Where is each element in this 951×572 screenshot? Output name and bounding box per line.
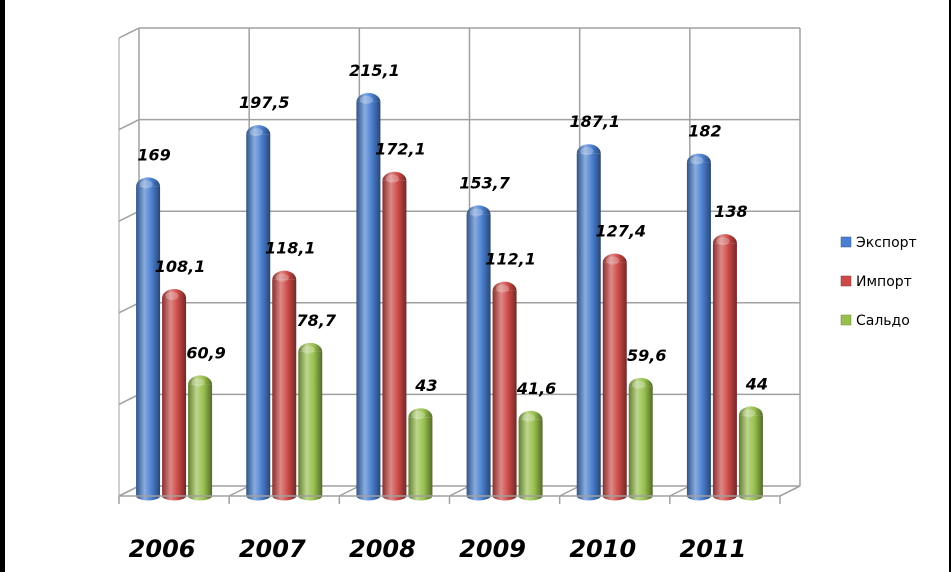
legend-label: Импорт xyxy=(856,274,912,290)
legend-item: Импорт xyxy=(840,274,912,290)
bar-2008-series-3 xyxy=(408,408,433,501)
chart-bars xyxy=(136,92,763,501)
data-label: 197,5 xyxy=(239,93,290,112)
gridline-side xyxy=(118,302,140,314)
data-label: 59,6 xyxy=(627,346,666,365)
gridline-floor xyxy=(779,485,801,497)
data-label: 215,1 xyxy=(349,61,400,80)
bar-chart: 169 108,1 60,9 197,5 118,1 78,7 215,1 172,1 43 15… xyxy=(118,27,917,563)
legend-label: Сальдо xyxy=(856,313,910,329)
gridline-side xyxy=(118,393,140,406)
bar-2010-series-1 xyxy=(576,144,601,501)
data-label: 187,1 xyxy=(569,112,620,131)
gridline-side xyxy=(118,27,140,39)
gridline-floor xyxy=(449,485,470,497)
legend-label: Экспорт xyxy=(856,235,917,251)
bar-2006-series-1 xyxy=(136,177,161,501)
data-label: 60,9 xyxy=(186,343,225,362)
data-label: 43 xyxy=(414,376,437,395)
x-tick-label: 2007 xyxy=(239,535,306,563)
bar-2011-series-2 xyxy=(712,234,737,501)
chart-frame: 169 108,1 60,9 197,5 118,1 78,7 215,1 172,1 43 15… xyxy=(5,0,949,572)
legend-swatch xyxy=(840,275,852,287)
bar-2008-series-1 xyxy=(356,92,381,501)
bar-2010-series-3 xyxy=(628,377,653,501)
bar-2009-series-2 xyxy=(492,281,517,501)
legend-item: Сальдо xyxy=(840,313,910,329)
data-label: 41,6 xyxy=(516,379,556,398)
gridline-floor xyxy=(559,485,581,497)
data-label: 138 xyxy=(714,202,747,221)
gridline-floor xyxy=(338,485,360,497)
data-label: 169 xyxy=(137,145,170,164)
data-label: 118,1 xyxy=(265,239,316,258)
data-label: 108,1 xyxy=(155,257,206,276)
gridline-floor xyxy=(118,485,140,497)
data-label: 44 xyxy=(745,374,768,393)
bar-2006-series-2 xyxy=(162,288,187,501)
data-label: 172,1 xyxy=(375,140,426,159)
bar-2009-series-1 xyxy=(466,205,491,501)
x-tick-label: 2010 xyxy=(569,535,636,563)
bar-2009-series-3 xyxy=(518,410,543,501)
data-label: 127,4 xyxy=(595,222,646,241)
data-label: 153,7 xyxy=(459,173,510,192)
data-label: 182 xyxy=(688,122,721,141)
bar-2011-series-3 xyxy=(738,406,763,501)
bar-2007-series-3 xyxy=(298,342,323,501)
bar-2007-series-2 xyxy=(272,270,297,501)
gridline-side xyxy=(118,210,140,222)
legend-swatch xyxy=(840,314,852,326)
x-tick-label: 2009 xyxy=(459,535,526,563)
chart-legend: Экспорт Импорт Сальдо xyxy=(840,235,917,329)
legend-swatch xyxy=(840,236,852,248)
bar-2011-series-1 xyxy=(686,153,711,501)
bar-2008-series-2 xyxy=(382,171,407,501)
bar-2010-series-2 xyxy=(602,253,627,501)
gridline-floor xyxy=(669,485,691,497)
x-tick-label: 2011 xyxy=(680,535,747,563)
chart-data-labels: 169 108,1 60,9 197,5 118,1 78,7 215,1 172,1 43 15… xyxy=(137,61,768,398)
gridline-side xyxy=(118,118,140,131)
bar-2007-series-1 xyxy=(246,125,271,501)
chart-x-axis: 2006 2007 2008 2009 2010 2011 xyxy=(118,495,781,563)
legend-item: Экспорт xyxy=(840,235,917,251)
x-tick-label: 2008 xyxy=(349,535,416,563)
bar-2006-series-3 xyxy=(188,375,213,501)
gridline-floor xyxy=(228,485,250,497)
x-tick-label: 2006 xyxy=(129,535,196,563)
data-label: 112,1 xyxy=(485,250,536,269)
data-label: 78,7 xyxy=(297,311,337,330)
